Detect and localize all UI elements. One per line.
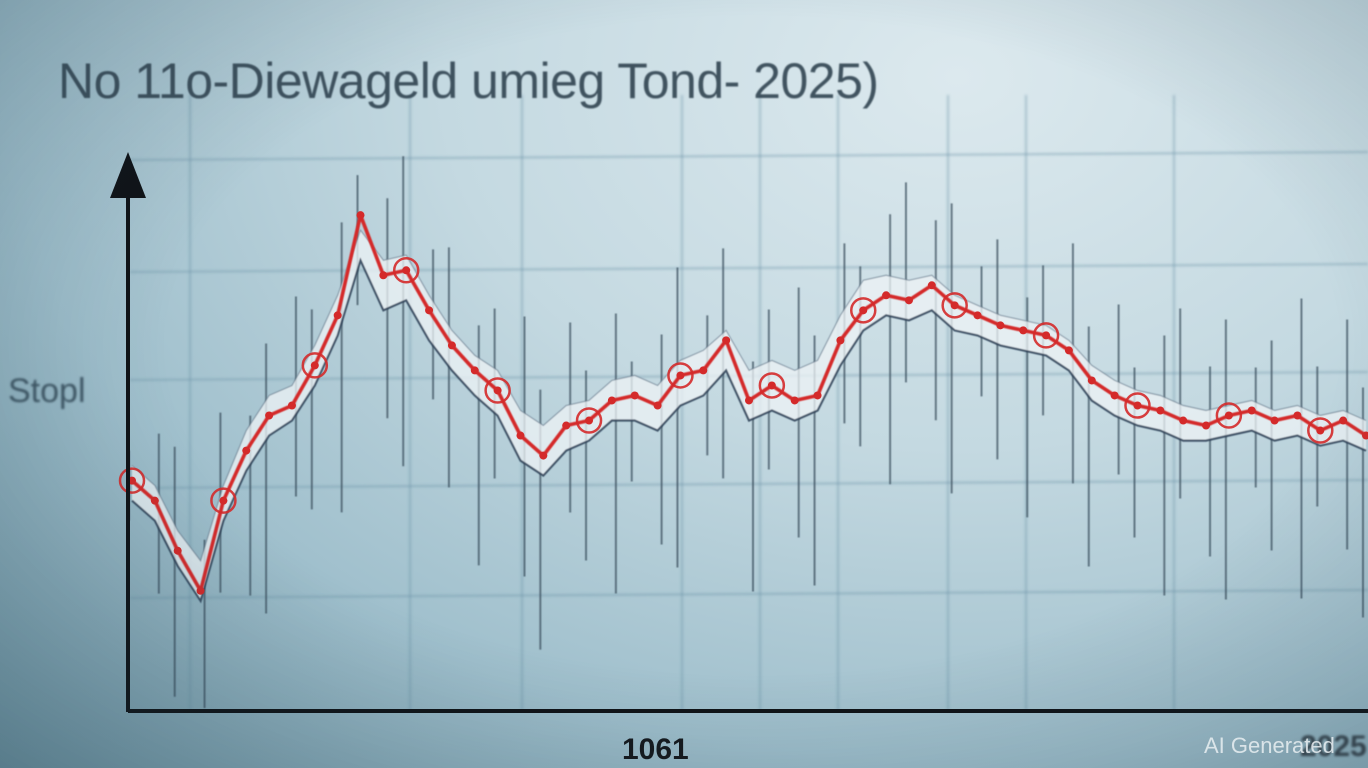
data-point (196, 586, 205, 595)
data-point (265, 411, 274, 420)
data-point (585, 416, 594, 425)
data-point (1064, 346, 1073, 355)
data-point-ring (1215, 402, 1243, 429)
data-point (950, 301, 959, 310)
data-point (973, 311, 982, 320)
band-lower-line (131, 257, 1367, 604)
watermark: AI Generated (1204, 733, 1335, 758)
data-point-ring (210, 487, 237, 514)
data-point (1133, 401, 1142, 410)
data-point-ring (758, 372, 786, 399)
data-point (470, 366, 479, 375)
data-point (1042, 331, 1051, 340)
axes (110, 152, 1368, 713)
data-point (333, 311, 342, 320)
data-point (996, 321, 1005, 330)
confidence-band (131, 228, 1367, 604)
chart-title: No 11o-Diewageld umieg Tond- 2025) (58, 53, 879, 109)
data-point-ring (301, 352, 329, 379)
data-point-ring (575, 407, 603, 434)
data-point (356, 211, 365, 220)
grid-line-horizontal (129, 589, 1368, 599)
x-tick-label-right: 2025 (1300, 730, 1367, 763)
data-point (630, 391, 639, 400)
data-point (242, 446, 251, 455)
y-axis-arrow (110, 152, 146, 198)
data-point (447, 341, 456, 350)
data-point (699, 366, 708, 375)
data-point (539, 451, 548, 460)
series-markers (118, 211, 1368, 595)
data-point (927, 281, 936, 290)
data-point (1293, 411, 1302, 420)
data-point (150, 496, 159, 505)
data-point (1224, 411, 1233, 420)
grid-line-horizontal (129, 263, 1368, 273)
data-point (1316, 426, 1325, 435)
data-point-ring (484, 377, 511, 404)
data-point (745, 396, 753, 405)
data-point (767, 381, 776, 390)
grid-line-horizontal (129, 479, 1368, 489)
data-point (836, 336, 845, 345)
data-point (1362, 431, 1368, 440)
data-point-ring (850, 297, 877, 324)
x-tick-label: 1061 (622, 733, 689, 766)
data-point-ring (118, 467, 146, 494)
band-upper-line (131, 228, 1367, 563)
data-point (287, 401, 296, 410)
data-point (859, 306, 868, 315)
data-point (1110, 391, 1119, 400)
data-point (1202, 421, 1211, 430)
data-point (173, 546, 182, 555)
data-point (493, 386, 502, 395)
data-point (219, 496, 228, 505)
data-point-ring (941, 292, 968, 319)
data-point (402, 266, 411, 275)
data-point (722, 336, 731, 345)
data-point (379, 271, 388, 280)
data-point (1339, 416, 1348, 425)
data-point (653, 401, 662, 410)
data-point (676, 371, 685, 380)
data-point-ring (392, 257, 420, 284)
data-point (904, 296, 913, 305)
y-axis-label: Stopl (8, 372, 86, 410)
data-point-ring (1032, 322, 1060, 349)
data-point (1156, 406, 1165, 415)
data-point (882, 291, 891, 300)
data-point (562, 421, 571, 430)
data-point (310, 361, 319, 370)
data-point (516, 431, 525, 440)
data-point (813, 391, 822, 400)
data-point (1270, 416, 1279, 425)
data-point-ring (1307, 417, 1334, 444)
grid-line-horizontal (129, 151, 1368, 161)
data-point-ring (1124, 392, 1151, 419)
data-point (1247, 406, 1256, 415)
data-point (425, 306, 434, 315)
data-point (607, 396, 616, 405)
band-area (132, 230, 1366, 601)
data-point (1179, 416, 1188, 425)
data-point (1019, 326, 1028, 335)
data-point-ring (667, 362, 694, 389)
data-point (790, 396, 799, 405)
data-point (1087, 376, 1096, 385)
